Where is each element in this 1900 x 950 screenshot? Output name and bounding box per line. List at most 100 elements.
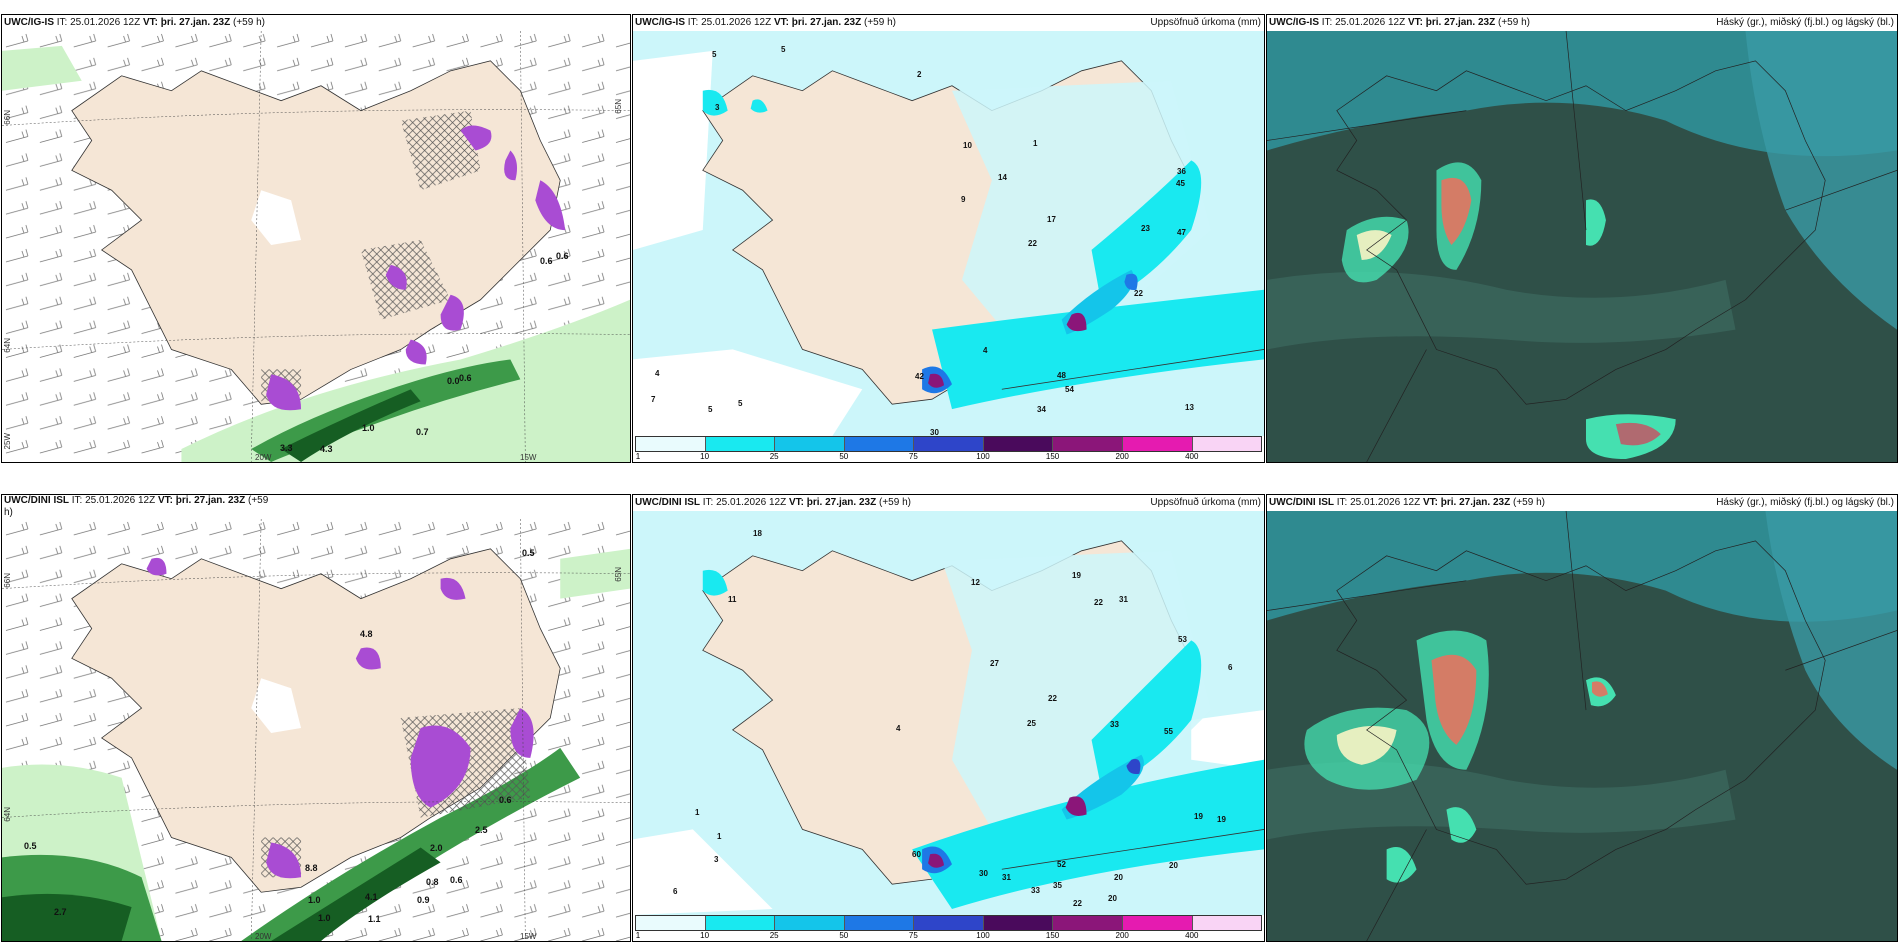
- init-time: IT: 25.01.2026 12Z: [1319, 17, 1408, 28]
- precip-label: 9: [961, 195, 966, 204]
- precip-label: 47: [1177, 228, 1186, 237]
- colorbar-label: 10: [700, 931, 710, 940]
- precip-label: 20: [1114, 873, 1123, 882]
- precip-label: 4: [655, 369, 660, 378]
- valid-time: VT: þri. 27.jan. 23Z: [142, 17, 231, 28]
- precip-colorbar: [635, 436, 1262, 452]
- colorbar-bin: [705, 916, 776, 930]
- colorbar-bin: [1053, 437, 1123, 451]
- lat-label: 66N: [3, 573, 12, 588]
- colorbar-bin: [1192, 437, 1262, 451]
- valid-time: VT: þri. 27.jan. 23Z: [1422, 497, 1511, 508]
- init-time: IT: 25.01.2026 12Z: [700, 497, 789, 508]
- lon-label: 20W: [255, 932, 272, 941]
- colorbar-label: 10: [700, 452, 710, 461]
- precip-label: 17: [1047, 215, 1056, 224]
- precip-label: 30: [930, 428, 939, 437]
- snow-label: 0.6: [540, 256, 553, 266]
- precip-label: 23: [1141, 224, 1150, 233]
- valid-time: VT: þri. 27.jan. 23Z: [157, 495, 246, 506]
- lat-label: 65N: [614, 99, 623, 114]
- snow-label: 4.3: [320, 444, 333, 454]
- precip-label: 19: [1072, 571, 1081, 580]
- precip-label: 5: [738, 399, 743, 408]
- snow-label: 8.8: [305, 863, 318, 873]
- colorbar-bin: [1122, 437, 1193, 451]
- lead-time: (+59 h): [861, 17, 896, 28]
- model-name: UWC/DINI ISL: [1269, 497, 1334, 508]
- panel-header: UWC/DINI ISL IT: 25.01.2026 12Z VT: þri.…: [1267, 495, 1897, 511]
- snow-label: 0.6: [499, 795, 512, 805]
- panel-title: Uppsöfnuð úrkoma (mm): [1150, 497, 1261, 508]
- snow-label: 2.0: [430, 843, 443, 853]
- colorbar-bin: [844, 437, 915, 451]
- precip-label: 7: [651, 395, 656, 404]
- lat-label: 65N: [614, 567, 623, 582]
- panel-clouds-dini: UWC/DINI ISL IT: 25.01.2026 12Z VT: þri.…: [1266, 494, 1898, 942]
- colorbar-label: 200: [1115, 931, 1129, 940]
- colorbar-label: 75: [908, 931, 918, 940]
- map-snow-wind: [2, 31, 630, 462]
- snow-label: 4.1: [365, 892, 378, 902]
- precip-label: 20: [1169, 861, 1178, 870]
- init-time: IT: 25.01.2026 12Z: [54, 17, 143, 28]
- colorbar-labels: 1 10 25 50 75 100 150 200 400: [635, 452, 1262, 462]
- colorbar-bin: [914, 437, 984, 451]
- precip-label: 11: [728, 595, 737, 604]
- precip-label: 35: [1053, 881, 1062, 890]
- precip-label: 5: [712, 50, 717, 59]
- colorbar-labels: 1 10 25 50 75 100 150 200 400: [635, 931, 1262, 941]
- colorbar-bin: [775, 916, 845, 930]
- precip-label: 31: [1002, 873, 1011, 882]
- colorbar-label: 100: [976, 452, 990, 461]
- lead-time-wrap: h): [4, 507, 13, 518]
- lat-label: 64N: [3, 338, 12, 353]
- model-name: UWC/IG-IS: [1269, 17, 1319, 28]
- colorbar-label: 150: [1045, 931, 1060, 940]
- colorbar-label: 200: [1115, 452, 1129, 461]
- snow-label: 0.0: [447, 376, 460, 386]
- lon-label: 20W: [255, 453, 272, 462]
- panel-header: UWC/IG-IS IT: 25.01.2026 12Z VT: þri. 27…: [633, 15, 1264, 31]
- colorbar-label: 50: [839, 931, 849, 940]
- precip-label: 53: [1178, 635, 1187, 644]
- precip-label: 1: [695, 808, 700, 817]
- map-clouds: [1267, 511, 1897, 941]
- panel-snow-ig-is: UWC/IG-IS IT: 25.01.2026 12Z VT: þri. 27…: [1, 14, 631, 463]
- panel-header: UWC/IG-IS IT: 25.01.2026 12Z VT: þri. 27…: [2, 15, 630, 31]
- precip-label: 10: [963, 141, 972, 150]
- valid-time: VT: þri. 27.jan. 23Z: [1407, 17, 1496, 28]
- precip-label: 25: [1027, 719, 1036, 728]
- snow-label: 4.8: [360, 629, 373, 639]
- precip-label: 2: [917, 70, 922, 79]
- panel-header: UWC/DINI ISL IT: 25.01.2026 12Z VT: þri.…: [2, 495, 630, 519]
- panel-header: UWC/DINI ISL IT: 25.01.2026 12Z VT: þri.…: [633, 495, 1264, 511]
- snow-label: 1.0: [362, 423, 375, 433]
- colorbar-label: 25: [769, 452, 779, 461]
- map-precip: [633, 31, 1264, 436]
- colorbar-bin: [705, 437, 776, 451]
- panel-title: Háský (gr.), miðský (fj.bl.) og lágský (…: [1716, 497, 1894, 508]
- valid-time: VT: þri. 27.jan. 23Z: [788, 497, 877, 508]
- colorbar-bin: [844, 916, 915, 930]
- precip-label: 33: [1031, 886, 1040, 895]
- precip-label: 22: [1134, 289, 1143, 298]
- snow-label: 2.5: [475, 825, 488, 835]
- colorbar-bin: [775, 437, 845, 451]
- init-time: IT: 25.01.2026 12Z: [1334, 497, 1423, 508]
- precip-label: 48: [1057, 371, 1066, 380]
- precip-label: 30: [979, 869, 988, 878]
- panel-title: Háský (gr.), miðský (fj.bl.) og lágský (…: [1716, 17, 1894, 28]
- snow-label: 1.0: [308, 895, 321, 905]
- model-name: UWC/IG-IS: [4, 17, 54, 28]
- lon-label: 15W: [520, 453, 537, 462]
- precip-label: 14: [998, 173, 1007, 182]
- panel-precip-ig-is: UWC/IG-IS IT: 25.01.2026 12Z VT: þri. 27…: [632, 14, 1265, 463]
- precip-label: 36: [1177, 167, 1186, 176]
- precip-label: 33: [1110, 720, 1119, 729]
- snow-label: 2.7: [54, 907, 67, 917]
- colorbar-bin: [914, 916, 984, 930]
- snow-label: 1.0: [318, 913, 331, 923]
- snow-label: 0.5: [24, 841, 37, 851]
- colorbar-label: 400: [1185, 452, 1199, 461]
